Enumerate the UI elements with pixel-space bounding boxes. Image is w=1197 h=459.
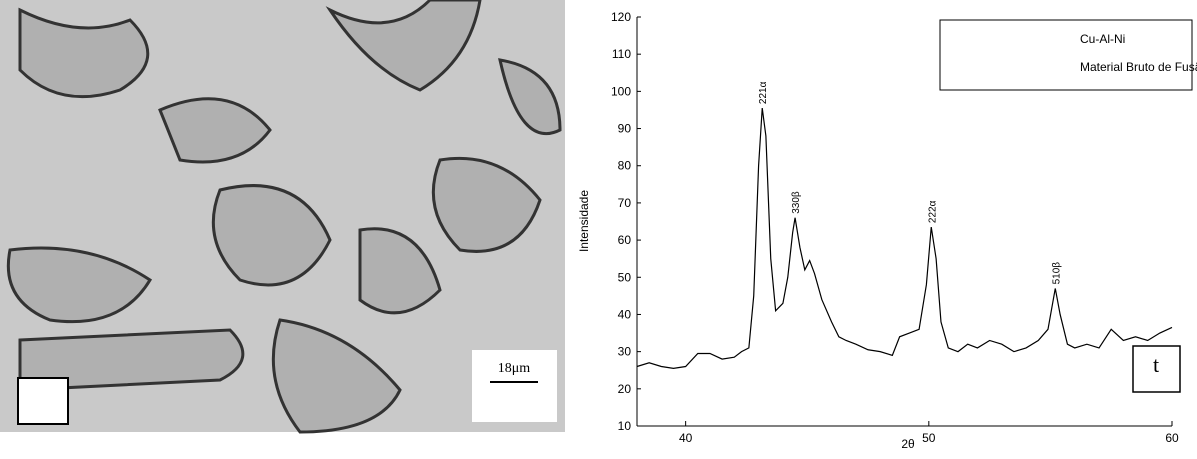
legend-label: Cu-Al-Ni — [1080, 32, 1125, 46]
grain-boundaries — [6, 0, 562, 434]
panel-label: t — [1153, 352, 1159, 377]
y-tick-label: 50 — [618, 270, 632, 284]
y-tick-label: 90 — [618, 122, 632, 136]
y-tick-label: 110 — [612, 47, 631, 61]
y-tick-label: 20 — [618, 382, 632, 396]
micrograph: 18μm — [0, 0, 565, 434]
y-tick-label: 60 — [618, 233, 632, 247]
y-tick-label: 100 — [611, 84, 631, 98]
annotation: Material Bruto de Fusão — [1080, 60, 1197, 74]
legend-box — [939, 19, 1193, 91]
peak-label: 221α — [758, 81, 769, 104]
data-line — [636, 108, 1173, 369]
y-tick-label: 70 — [618, 196, 632, 210]
panel-box — [17, 377, 69, 425]
scale-label: 18μm — [498, 361, 531, 376]
y-axis-label: Intensidade — [577, 190, 591, 252]
y-tick-label: 30 — [618, 345, 632, 359]
y-tick-label: 80 — [618, 159, 632, 173]
x-axis-label: 2θ — [901, 437, 915, 451]
y-tick-label: 120 — [611, 10, 631, 24]
x-tick-label: 60 — [1165, 431, 1179, 445]
y-tick-label: 10 — [618, 419, 632, 433]
y-tick-label: 40 — [618, 307, 632, 321]
x-tick-label: 40 — [679, 431, 693, 445]
peak-label: 510β — [1051, 262, 1062, 285]
peak-label: 330β — [791, 191, 802, 214]
peak-label: 222α — [927, 200, 938, 223]
scale-box — [472, 350, 557, 422]
panel-label-box — [1132, 345, 1181, 393]
x-tick-label: 50 — [922, 431, 936, 445]
